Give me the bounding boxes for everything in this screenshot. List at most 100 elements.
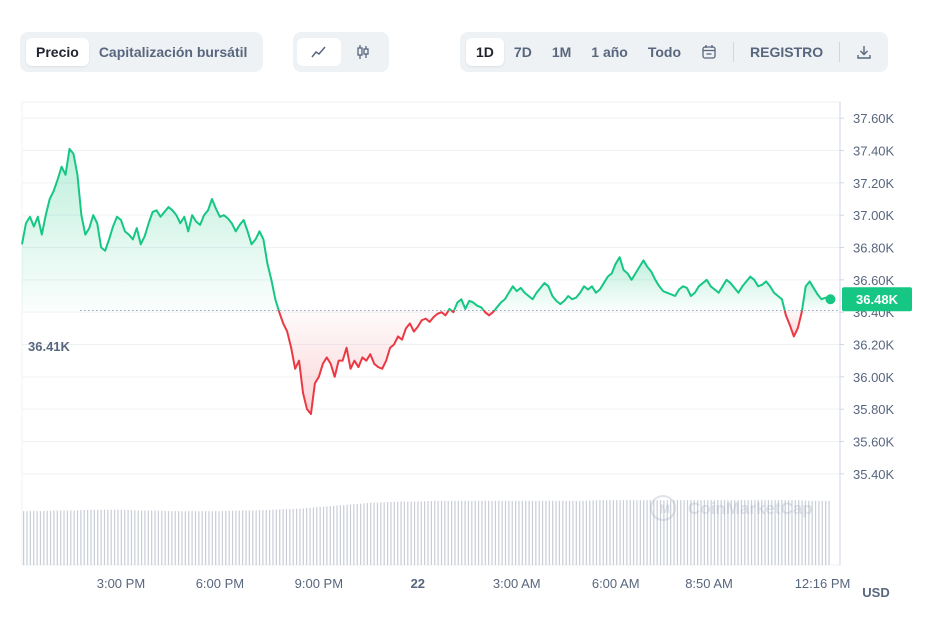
current-price-badge: 36.48K xyxy=(842,287,912,312)
volume-bar xyxy=(477,500,480,565)
volume-bar xyxy=(316,507,318,565)
volume-bar xyxy=(703,500,705,565)
y-tick-label: 35.40K xyxy=(853,467,895,482)
volume-bar xyxy=(599,500,601,565)
volume-bar xyxy=(602,500,604,565)
volume-bar xyxy=(525,500,527,565)
volume-bar xyxy=(619,500,621,565)
toolbar-divider xyxy=(839,42,841,62)
x-tick-label: 12:16 PM xyxy=(795,576,851,591)
volume-bar xyxy=(609,500,611,565)
download-icon[interactable] xyxy=(846,38,882,66)
volume-bar xyxy=(407,501,409,565)
volume-bar xyxy=(60,510,62,565)
volume-bar xyxy=(322,506,325,565)
volume-bar xyxy=(100,509,102,565)
volume-bar xyxy=(444,500,446,565)
candlestick-icon[interactable] xyxy=(341,38,385,66)
current-price-dot xyxy=(825,294,836,305)
volume-bar xyxy=(245,510,247,565)
volume-bar xyxy=(43,511,45,565)
volume-bar xyxy=(107,509,109,565)
tab-market-cap[interactable]: Capitalización bursátil xyxy=(98,44,248,60)
x-tick-label: 6:00 PM xyxy=(196,576,244,591)
range-toolbar: 1D 7D 1M 1 año Todo REGISTRO xyxy=(460,32,889,72)
volume-bar xyxy=(76,510,79,565)
volume-bar xyxy=(248,510,250,565)
range-1d[interactable]: 1D xyxy=(466,38,504,66)
volume-bar xyxy=(161,510,163,565)
range-1m[interactable]: 1M xyxy=(551,44,572,60)
volume-bar xyxy=(494,500,497,565)
volume-bar xyxy=(174,511,176,565)
volume-bar xyxy=(676,500,678,565)
volume-bar xyxy=(801,500,803,565)
volume-bar xyxy=(659,500,662,565)
volume-bar xyxy=(771,500,773,565)
volume-bar xyxy=(29,511,31,565)
y-tick-label: 35.60K xyxy=(853,435,895,450)
volume-bar xyxy=(690,500,692,565)
volume-bar xyxy=(764,500,766,565)
volume-bar xyxy=(740,500,743,565)
volume-bar xyxy=(370,502,372,565)
volume-bar xyxy=(538,500,540,565)
volume-bar xyxy=(626,500,628,565)
volume-bar xyxy=(767,500,769,565)
volume-bar xyxy=(130,510,133,565)
tab-price[interactable]: Precio xyxy=(26,38,89,66)
y-axis: 37.60K37.40K37.20K37.00K36.80K36.60K36.4… xyxy=(839,102,895,565)
volume-bar xyxy=(366,503,368,565)
volume-bar xyxy=(474,500,476,565)
volume-bar xyxy=(774,500,776,565)
y-tick-label: 36.80K xyxy=(853,241,895,256)
volume-bar xyxy=(720,500,722,565)
volume-bar xyxy=(811,500,813,565)
volume-bar xyxy=(319,506,321,565)
volume-bar xyxy=(568,500,571,565)
volume-bar xyxy=(420,501,422,565)
volume-bar xyxy=(558,500,561,565)
volume-bar xyxy=(255,510,257,565)
volume-bar xyxy=(33,511,35,565)
volume-bar xyxy=(632,500,635,565)
line-chart-icon[interactable] xyxy=(297,38,341,66)
range-1y[interactable]: 1 año xyxy=(591,44,628,60)
volume-bar xyxy=(585,500,588,565)
range-all[interactable]: Todo xyxy=(647,44,682,60)
y-tick-label: 36.00K xyxy=(853,370,895,385)
volume-bar xyxy=(151,510,153,565)
y-tick-label: 37.60K xyxy=(853,111,895,126)
price-line-down xyxy=(450,309,456,314)
volume-bar xyxy=(531,500,534,565)
volume-bar xyxy=(629,500,631,565)
volume-bar xyxy=(215,511,217,565)
volume-bar xyxy=(360,503,362,565)
volume-bar xyxy=(727,500,729,565)
volume-bar xyxy=(670,500,672,565)
calendar-icon[interactable] xyxy=(691,38,727,66)
volume-bar xyxy=(582,500,584,565)
volume-bar xyxy=(140,510,143,565)
volume-bar xyxy=(686,500,689,565)
volume-bar xyxy=(73,510,75,565)
log-scale-button[interactable]: REGISTRO xyxy=(750,44,824,60)
volume-bar xyxy=(231,510,234,565)
volume-bar xyxy=(649,500,652,565)
range-7d[interactable]: 7D xyxy=(513,44,532,60)
x-tick-label: 6:00 AM xyxy=(592,576,640,591)
toolbar-divider xyxy=(733,42,735,62)
area-below-baseline xyxy=(483,310,495,316)
volume-bar xyxy=(49,510,52,565)
volume-bar xyxy=(269,509,271,565)
volume-bar xyxy=(262,510,264,565)
volume-bar xyxy=(97,509,99,565)
volume-bar xyxy=(798,500,800,565)
volume-bar xyxy=(356,503,358,565)
price-line-up xyxy=(493,256,786,312)
volume-bar xyxy=(700,500,702,565)
volume-bar xyxy=(545,500,547,565)
volume-bar xyxy=(302,508,304,565)
volume-bar xyxy=(464,500,466,565)
